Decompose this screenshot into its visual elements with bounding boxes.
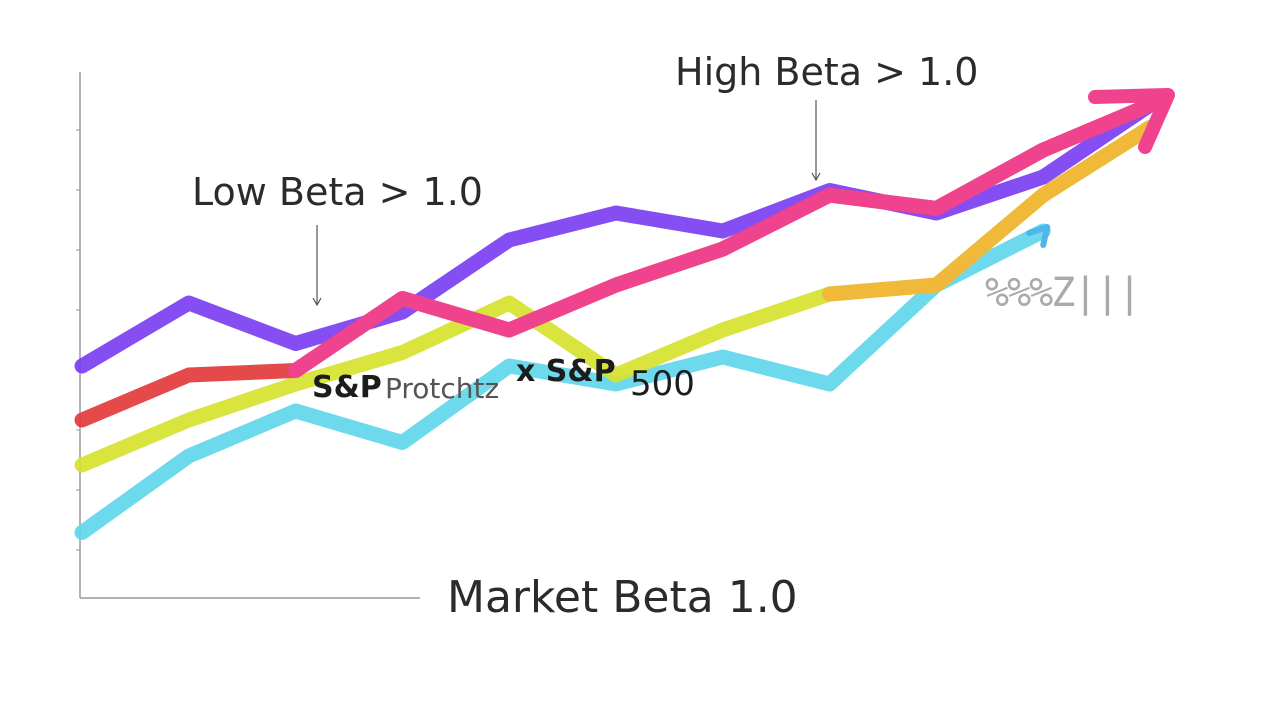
annotation-low-beta: Low Beta > 1.0 — [192, 170, 483, 214]
label-sp-garble: Protchtz — [385, 372, 500, 405]
arrowhead-pink — [1088, 88, 1175, 154]
arrow-high-beta-head — [811, 172, 821, 182]
axes — [76, 72, 821, 599]
arrowhead-cyan — [1026, 224, 1051, 248]
label-sp: S&P — [312, 370, 382, 405]
orange-line-segment — [822, 120, 1158, 302]
annotation-high-beta: High Beta > 1.0 — [675, 50, 979, 94]
pink-line-segment — [288, 97, 1158, 378]
label-500: 500 — [630, 364, 695, 404]
scribble-label: %%%Z||| — [985, 270, 1142, 316]
series-lines — [74, 88, 1175, 540]
series-line-3 — [74, 223, 1051, 540]
annotation-market-beta: Market Beta 1.0 — [447, 572, 798, 623]
label-sp-2: x S&P — [516, 354, 616, 389]
arrow-low-beta-head — [312, 297, 322, 307]
